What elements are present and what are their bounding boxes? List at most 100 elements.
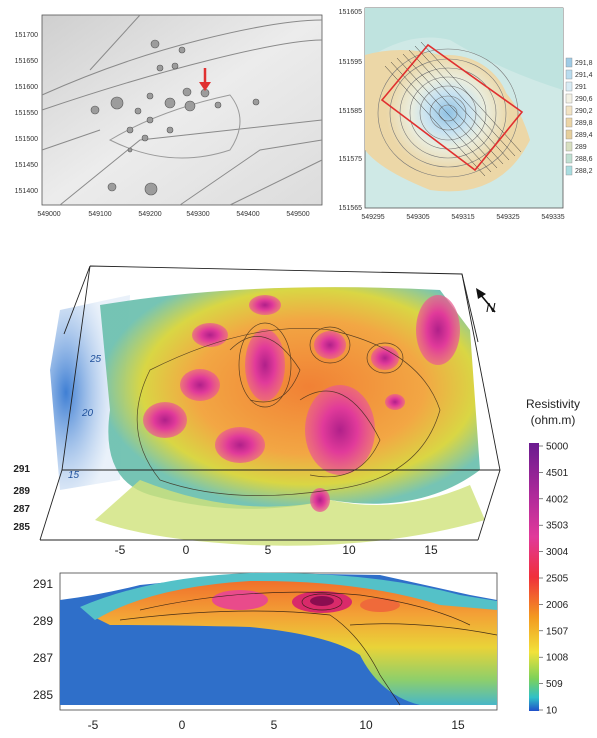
legend-swatch <box>565 105 573 116</box>
y-tick: 151565 <box>339 205 362 212</box>
colorbar-tick-label: 2505 <box>546 574 569 585</box>
x-tick: 549300 <box>186 211 209 218</box>
legend-label: 290,2 <box>575 108 593 115</box>
lowland-zone <box>365 8 563 90</box>
x-tick: 549500 <box>286 211 309 218</box>
legend-label: 290,6 <box>575 96 593 103</box>
legend-swatch <box>565 57 573 68</box>
colorbar-tick-label: 3503 <box>546 521 569 532</box>
colorbar-title: Resistivity <box>526 397 580 411</box>
colorbar-tick-label: 4501 <box>546 468 569 479</box>
legend-swatch <box>565 81 573 92</box>
section-x-ticks: -5 0 5 10 15 <box>88 718 465 732</box>
resistivity-colorbar: Resistivity (ohm.m) 5000 4501 4002 3503 3004… <box>526 397 580 717</box>
contour-y-ticks: 151605 151595 151585 151575 151565 <box>339 9 362 212</box>
x-tick: 10 <box>342 543 356 557</box>
pits <box>90 39 260 196</box>
y-tick: 151700 <box>15 32 38 39</box>
x-tick: 549315 <box>451 214 474 221</box>
x-tick: 15 <box>451 718 465 732</box>
legend-swatch <box>565 93 573 104</box>
mound-center <box>386 55 510 171</box>
section-y-ticks: 291 289 287 285 <box>33 577 53 702</box>
x-tick: 549000 <box>37 211 60 218</box>
section-contours <box>119 591 498 706</box>
x-tick: 549100 <box>88 211 111 218</box>
legend-label: 291 <box>575 84 587 91</box>
x-tick: 0 <box>179 718 186 732</box>
hillshade-map-frame <box>41 14 323 206</box>
colorbar-tick-label: 2006 <box>546 600 569 611</box>
block-main-body <box>100 287 480 509</box>
y-tick: 151450 <box>15 162 38 169</box>
x-tick: -5 <box>115 543 126 557</box>
y-tick: 151605 <box>339 9 362 16</box>
y-tick: 291 <box>33 577 53 591</box>
x-tick: 0 <box>183 543 190 557</box>
y-tick: 289 <box>33 614 53 628</box>
block-x-ticks: -5 0 5 10 15 <box>115 543 438 557</box>
resistivity-section-panel: 291 289 287 285 -5 0 5 10 15 <box>33 572 498 732</box>
survey-lines <box>384 41 522 177</box>
legend-swatch <box>565 153 573 164</box>
z-tick: 291 <box>13 464 30 475</box>
x-tick: 5 <box>265 543 272 557</box>
colorbar-gradient <box>529 443 539 711</box>
survey-area-outline <box>380 43 524 172</box>
x-tick: 549325 <box>496 214 519 221</box>
colorbar-tick-label: 5000 <box>546 442 569 453</box>
y-tick: 285 <box>33 688 53 702</box>
x-tick: 5 <box>271 718 278 732</box>
north-arrow: N <box>476 288 496 315</box>
block-green-rim <box>95 480 485 546</box>
colorbar-tick-label: 1008 <box>546 653 569 664</box>
y-tick: 287 <box>33 651 53 665</box>
colorbar-unit: (ohm.m) <box>531 413 576 427</box>
section-cyan-band <box>80 572 497 620</box>
hillshade-map-panel: 151700 151650 151600 151550 151500 15145… <box>15 14 323 218</box>
hillshade-features <box>41 14 323 206</box>
x-tick: 549295 <box>361 214 384 221</box>
high-resistivity-anomalies <box>143 295 460 512</box>
colorbar-tick-label: 3004 <box>546 547 569 558</box>
colorbar-ticks: 5000 4501 4002 3503 3004 2505 2006 1507 1008 509 1… <box>539 442 569 717</box>
colorbar-tick-label: 509 <box>546 679 563 690</box>
elevation-legend: 291,8 291,4 291 290,6 290,2 289,8 289,4 289 288,… <box>565 57 593 176</box>
z-tick: 289 <box>13 486 30 497</box>
hillshade-x-ticks: 549000 549100 549200 549300 549400 54950… <box>37 211 309 218</box>
x-tick: 549200 <box>138 211 161 218</box>
legend-label: 291,8 <box>575 60 593 67</box>
y-tick: 15 <box>68 470 80 481</box>
y-tick: 151550 <box>15 110 38 117</box>
legend-label: 291,4 <box>575 72 593 79</box>
block-y-ticks: 25 20 15 <box>68 354 102 481</box>
contour-x-ticks: 549295 549305 549315 549325 549335 <box>361 214 564 221</box>
y-tick: 151600 <box>15 84 38 91</box>
red-arrow-marker <box>199 68 211 91</box>
y-tick: 25 <box>89 354 102 365</box>
x-tick: 549400 <box>236 211 259 218</box>
legend-swatch <box>565 129 573 140</box>
block-contours <box>136 322 441 496</box>
colorbar-tick-label: 4002 <box>546 494 569 505</box>
legend-label: 289,8 <box>575 120 593 127</box>
hillshade-y-ticks: 151700 151650 151600 151550 151500 15145… <box>15 32 38 195</box>
z-tick: 285 <box>13 522 30 533</box>
north-label: N <box>486 300 496 315</box>
legend-label: 289 <box>575 144 587 151</box>
legend-swatch <box>565 165 573 176</box>
legend-label: 288,2 <box>575 168 593 175</box>
resistivity-3d-block: N 25 20 15 291 289 287 285 -5 0 5 10 15 <box>13 265 501 557</box>
legend-label: 288,6 <box>575 156 593 163</box>
block-z-ticks: 291 289 287 285 <box>13 464 30 533</box>
y-tick: 151575 <box>339 156 362 163</box>
x-tick: 15 <box>424 543 438 557</box>
z-tick: 287 <box>13 504 30 515</box>
x-tick: 549305 <box>406 214 429 221</box>
block-wireframe <box>39 265 501 541</box>
y-tick: 151500 <box>15 136 38 143</box>
contour-map-panel: 151605 151595 151585 151575 151565 54929… <box>339 7 593 221</box>
legend-swatch <box>565 69 573 80</box>
legend-swatch <box>565 117 573 128</box>
legend-swatch <box>565 141 573 152</box>
